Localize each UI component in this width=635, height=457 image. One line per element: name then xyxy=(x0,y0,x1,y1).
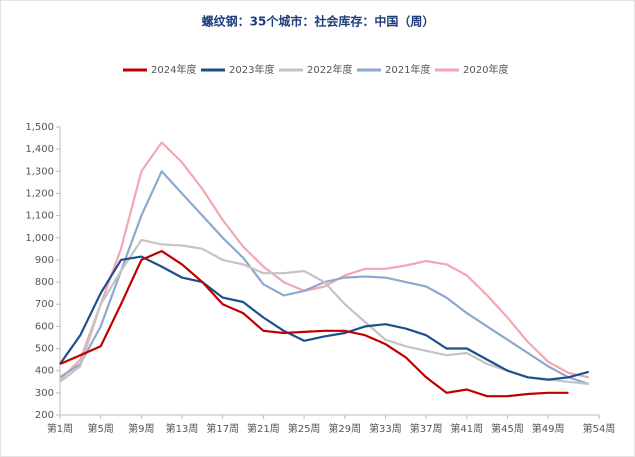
series-line xyxy=(59,141,590,381)
y-tick-label: 400 xyxy=(35,366,54,377)
x-tick-label: 第13周 xyxy=(166,422,199,435)
legend-label: 2020年度 xyxy=(463,63,508,76)
x-tick-label: 第54周 xyxy=(583,422,616,435)
y-tick-label: 1,200 xyxy=(25,188,54,199)
x-tick-label: 第45周 xyxy=(491,422,524,435)
y-tick-label: 1,400 xyxy=(25,144,54,155)
x-tick-label: 第21周 xyxy=(247,422,280,435)
y-tick-label: 700 xyxy=(35,299,54,310)
series-line xyxy=(59,238,589,386)
x-tick-label: 第41周 xyxy=(450,422,483,435)
y-tick-label: 300 xyxy=(35,388,54,399)
legend-label: 2024年度 xyxy=(151,63,196,76)
y-tick-label: 800 xyxy=(35,277,54,288)
y-tick-label: 600 xyxy=(35,321,54,332)
x-tick-label: 第1周 xyxy=(47,422,73,435)
y-tick-label: 1,100 xyxy=(25,211,54,222)
x-tick-label: 第49周 xyxy=(532,422,565,435)
legend-label: 2023年度 xyxy=(229,63,274,76)
y-tick-label: 1,300 xyxy=(25,166,54,177)
y-tick-label: 900 xyxy=(35,255,54,266)
y-tick-label: 500 xyxy=(35,344,54,355)
x-tick-label: 第37周 xyxy=(410,422,443,435)
x-tick-label: 第5周 xyxy=(87,422,113,435)
series-line xyxy=(59,255,590,381)
chart-title: 螺纹钢：35个城市：社会库存：中国（周） xyxy=(202,14,435,29)
legend-label: 2021年度 xyxy=(385,63,430,76)
legend-label: 2022年度 xyxy=(307,63,352,76)
y-tick-label: 200 xyxy=(35,410,54,421)
y-tick-label: 1,500 xyxy=(25,122,54,133)
x-tick-label: 第9周 xyxy=(128,422,154,435)
y-tick-label: 1,000 xyxy=(25,233,54,244)
x-tick-label: 第29周 xyxy=(328,422,361,435)
x-tick-label: 第33周 xyxy=(369,422,402,435)
x-tick-label: 第17周 xyxy=(206,422,239,435)
x-tick-label: 第25周 xyxy=(288,422,321,435)
series-line xyxy=(59,250,569,398)
